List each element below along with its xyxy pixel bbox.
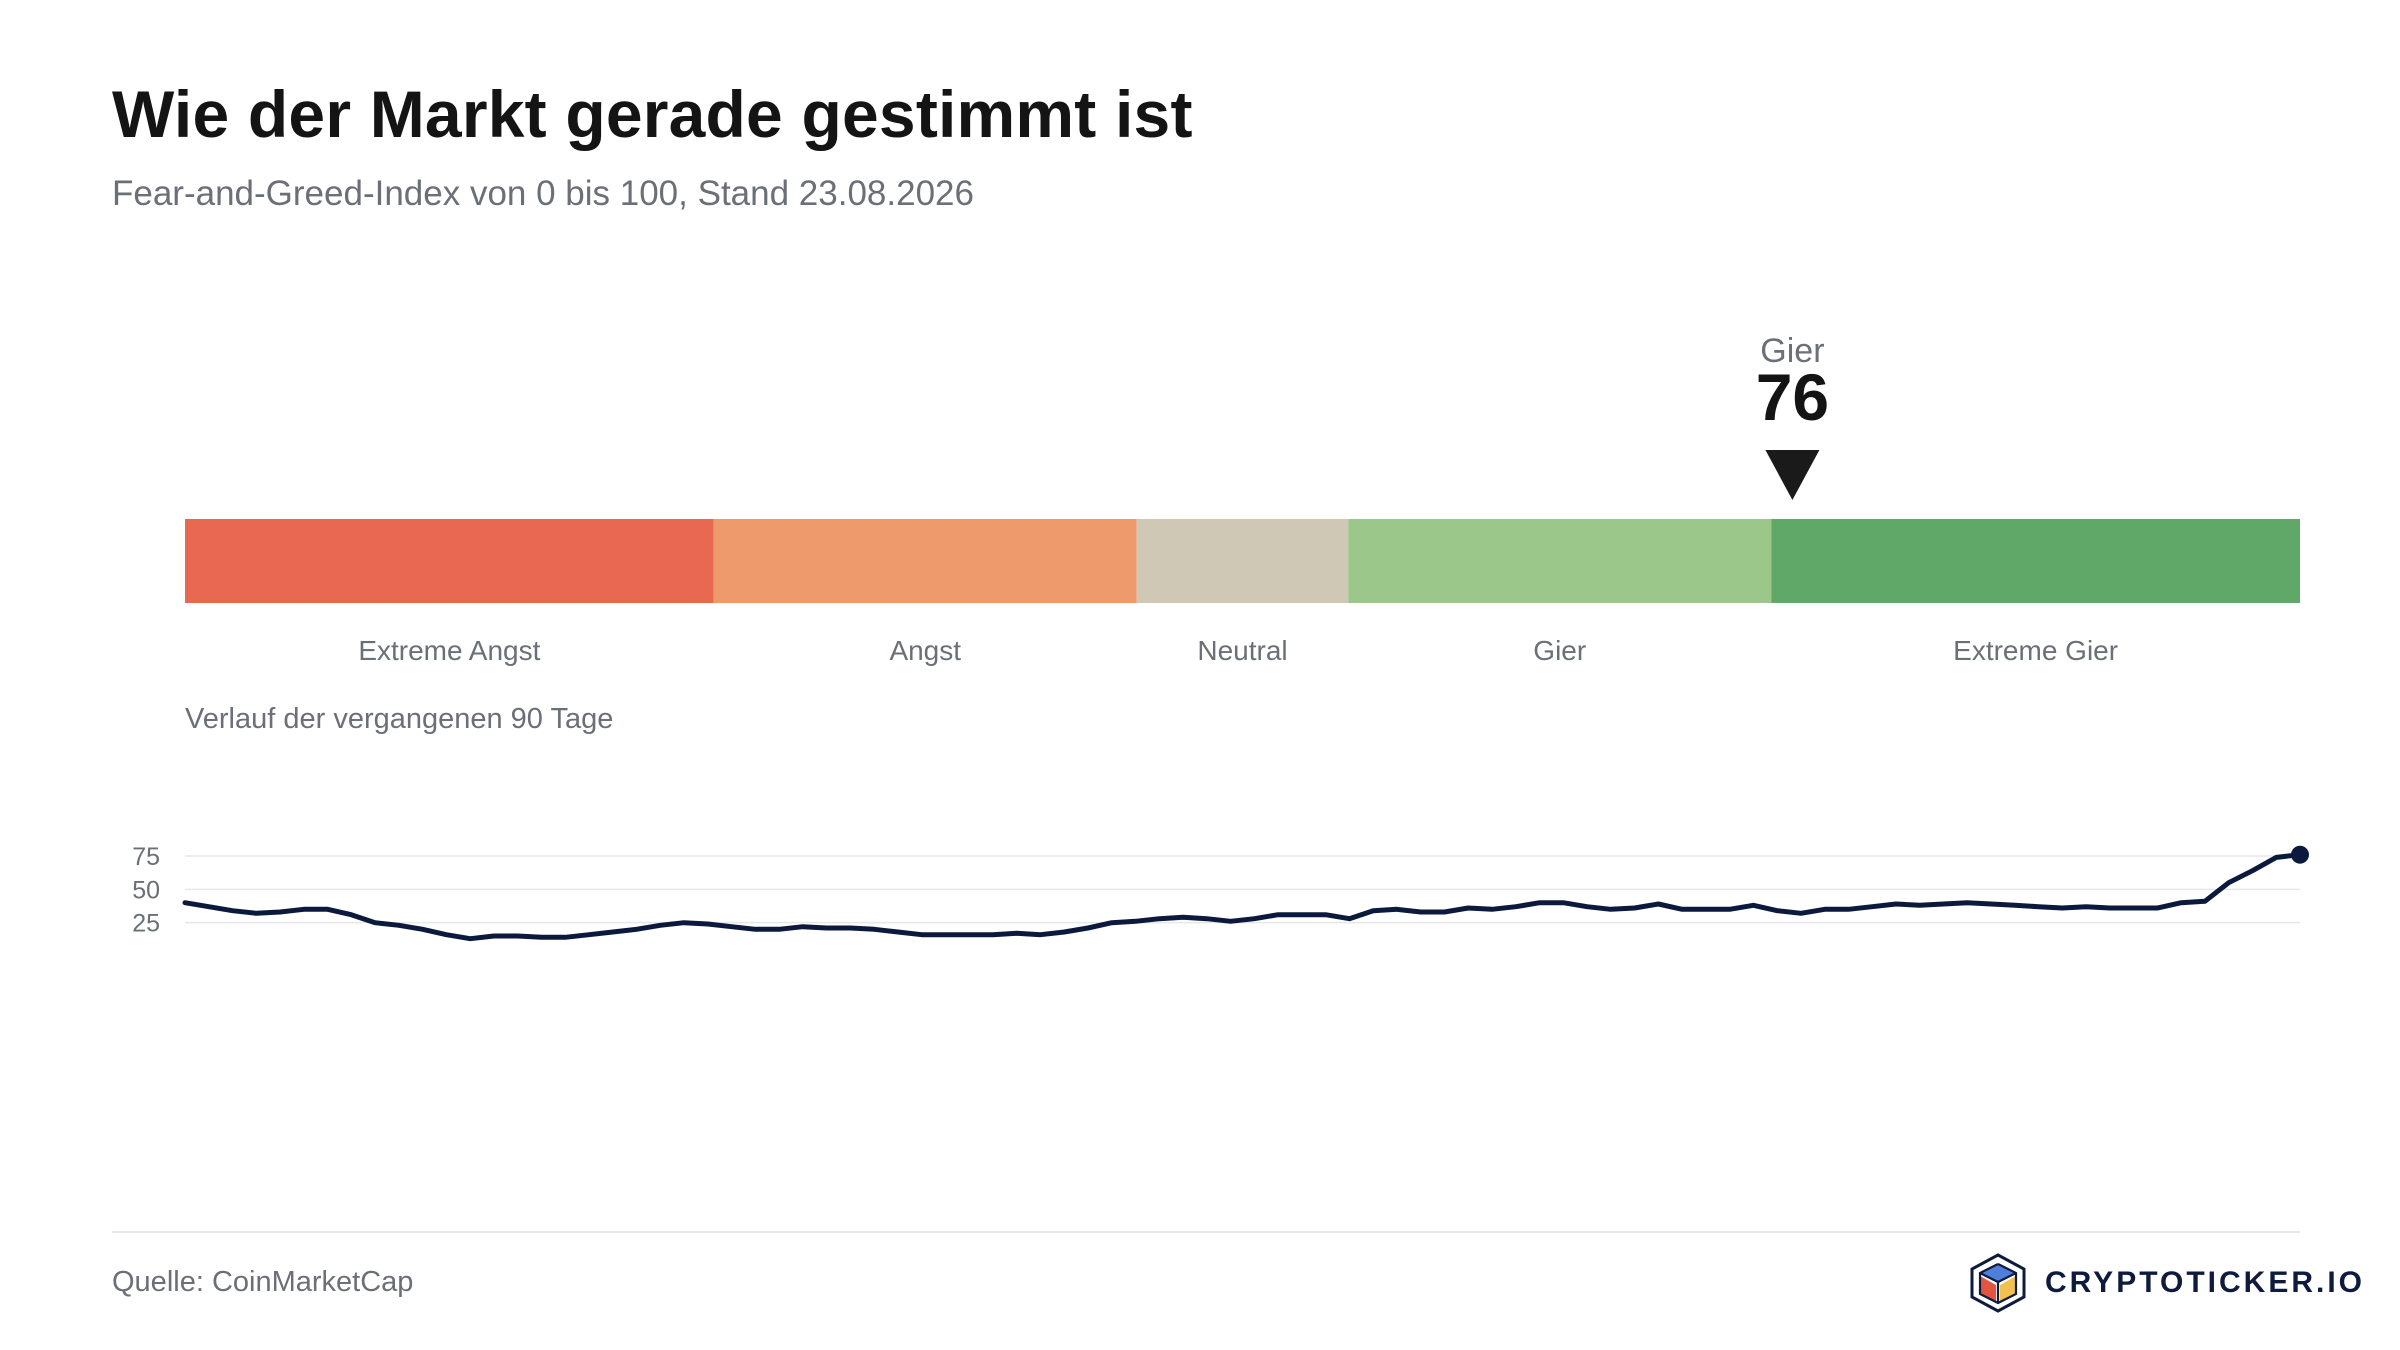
y-tick-label: 50 — [132, 876, 160, 904]
gauge-segment-label: Angst — [889, 635, 961, 666]
current-label: Gier — [1760, 332, 1824, 370]
gauge-segment-label: Neutral — [1197, 635, 1287, 666]
gauge-segment — [1771, 519, 2300, 603]
gauge-segment — [1348, 519, 1772, 603]
page-subtitle: Fear-and-Greed-Index von 0 bis 100, Stan… — [112, 174, 974, 213]
gauge-segment — [713, 519, 1137, 603]
y-tick-label: 75 — [132, 843, 160, 871]
gauge-segment-label: Extreme Angst — [358, 635, 540, 666]
history-line — [182, 852, 2303, 942]
gauge-segment — [185, 519, 714, 603]
gauge-segment-label: Extreme Gier — [1953, 635, 2118, 666]
brand[interactable]: CRYPTOTICKER.IO — [1967, 1252, 2365, 1314]
footer-divider — [112, 1231, 2300, 1233]
y-tick-label: 25 — [132, 910, 160, 938]
history-line-chart: Verlauf der vergangenen 90 Tage 25 50 75 — [132, 703, 2309, 942]
latest-point — [2291, 845, 2309, 864]
current-marker-arrow — [1765, 450, 1820, 500]
source-note: Quelle: CoinMarketCap — [112, 1266, 414, 1298]
history-title: Verlauf der vergangenen 90 Tage — [185, 703, 613, 735]
page-title: Wie der Markt gerade gestimmt ist — [112, 77, 1193, 151]
current-value: 76 — [1756, 360, 1829, 434]
brand-name: CRYPTOTICKER.IO — [2044, 1266, 2365, 1299]
gauge-segment — [1136, 519, 1349, 603]
gauge-segment-label: Gier — [1533, 635, 1586, 666]
cube-logo-icon — [1970, 1253, 2026, 1313]
gauge: Extreme Angst Angst Neutral Gier Extreme Gie… — [185, 332, 2300, 666]
